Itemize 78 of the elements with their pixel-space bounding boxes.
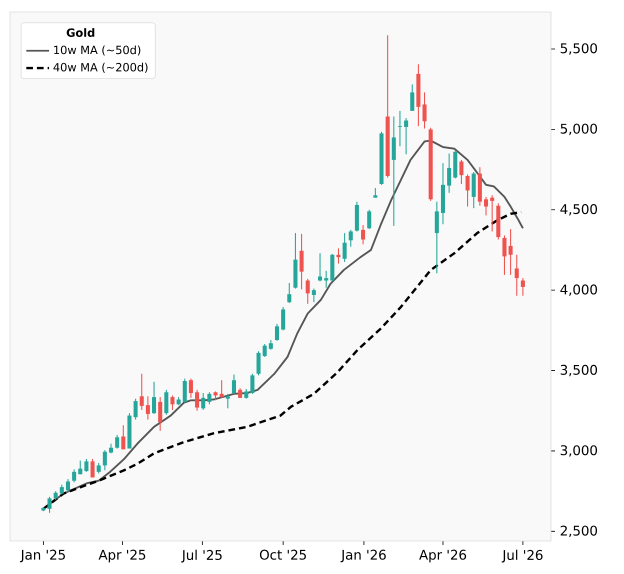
legend-title: Gold: [66, 28, 94, 37]
candlestick: [256, 350, 261, 376]
candlestick: [367, 209, 372, 230]
candlestick: [201, 392, 206, 410]
y-tick-label: 4,500: [560, 204, 598, 216]
y-tick-label: 3,500: [560, 364, 598, 376]
x-tick-label: Apr '26: [419, 550, 466, 562]
candlestick: [410, 84, 414, 112]
candlestick: [422, 92, 427, 130]
candlestick: [274, 323, 280, 342]
candlestick: [188, 378, 193, 398]
candlestick: [466, 174, 470, 208]
x-tick-label: Apr '25: [98, 550, 146, 562]
candlestick: [318, 252, 322, 282]
x-tick-label: Jul '25: [181, 550, 222, 563]
candlestick: [170, 394, 175, 410]
candlestick: [392, 116, 396, 226]
candlestick: [195, 389, 200, 412]
candlestick: [244, 388, 248, 400]
candlestick: [361, 224, 366, 245]
y-tick-label: 5,000: [560, 124, 598, 136]
candlestick: [48, 496, 52, 514]
candlestick: [484, 196, 488, 216]
candlestick: [90, 458, 95, 478]
candlestick: [96, 462, 101, 474]
candlestick: [115, 434, 120, 450]
y-tick-label: 3,000: [560, 445, 598, 457]
candlestick: [514, 254, 519, 296]
candlestick: [140, 373, 144, 410]
candlestick: [490, 194, 494, 232]
legend-label: 10w MA (~50d): [54, 45, 140, 56]
candlestick: [459, 159, 464, 185]
candlestick: [398, 110, 402, 147]
candlestick: [232, 374, 236, 394]
candlestick: [238, 388, 242, 398]
candlestick: [164, 389, 168, 416]
candlestick: [312, 288, 316, 303]
candlestick: [158, 396, 162, 432]
candlestick: [502, 234, 506, 276]
y-tick-label: 5,500: [560, 43, 598, 55]
candlestick: [146, 396, 150, 420]
x-tick-label: Jan '26: [340, 550, 386, 562]
candlestick: [250, 373, 254, 394]
candlestick: [324, 270, 328, 288]
candlestick: [220, 380, 224, 398]
candlestick: [287, 282, 292, 304]
candlestick: [268, 339, 273, 350]
candlestick: [182, 378, 187, 404]
candlestick: [60, 484, 64, 495]
x-tick-label: Jul '26: [502, 550, 543, 563]
y-tick-label: 4,000: [560, 284, 598, 296]
candlestick: [72, 468, 76, 483]
candlestick: [262, 343, 267, 358]
candlestick: [84, 458, 88, 472]
candlestick: [508, 228, 513, 276]
candlestick: [108, 443, 114, 454]
candlestick: [300, 233, 304, 290]
candlestick: [78, 460, 82, 475]
x-tick-label: Jan '25: [20, 550, 65, 562]
legend-label: 40w MA (~200d): [53, 62, 148, 73]
x-tick-label: Oct '25: [260, 550, 306, 560]
candlestick: [306, 278, 310, 304]
candlestick: [281, 306, 286, 331]
candlestick: [404, 118, 408, 155]
candlestick: [207, 392, 212, 405]
candlestick: [121, 424, 126, 450]
candlestick: [348, 229, 353, 248]
candlestick: [342, 232, 347, 263]
y-tick-label: 2,500: [560, 526, 598, 538]
candlestick: [102, 450, 107, 471]
candlestick: [152, 381, 156, 414]
line-series: [42, 210, 522, 510]
candlestick: [134, 398, 138, 420]
candlestick: [447, 152, 452, 194]
candlestick: [434, 201, 439, 274]
candlestick: [520, 278, 525, 296]
candlestick: [472, 171, 476, 209]
candlestick: [66, 478, 70, 492]
